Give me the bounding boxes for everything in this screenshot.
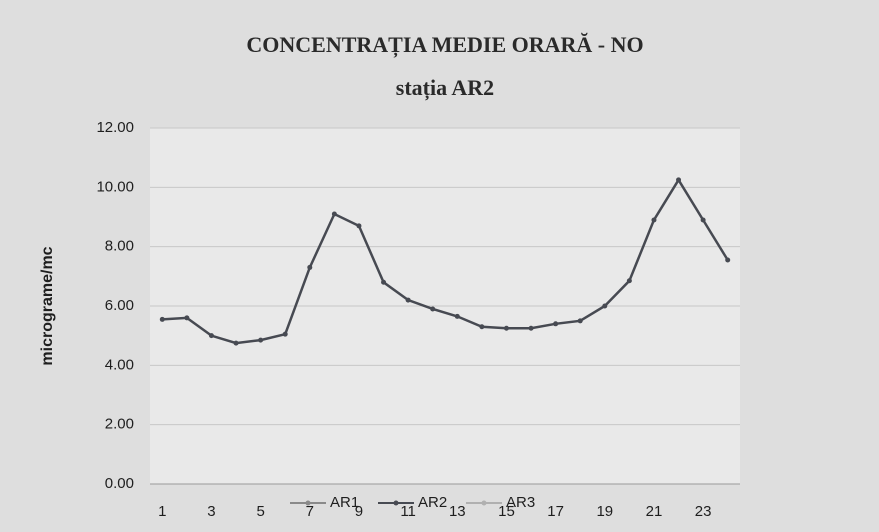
point xyxy=(553,321,559,327)
point xyxy=(626,278,632,284)
point xyxy=(307,264,313,270)
x-tick-label: 21 xyxy=(646,503,663,520)
y-tick-label: 0.00 xyxy=(105,475,134,492)
point xyxy=(602,303,608,309)
x-tick-label: 3 xyxy=(207,503,215,520)
point xyxy=(503,325,509,331)
point xyxy=(700,217,706,223)
series-line xyxy=(162,177,729,345)
point xyxy=(233,340,239,346)
point xyxy=(208,333,214,339)
x-tick-label: 11 xyxy=(400,503,416,520)
legend-marker xyxy=(305,500,311,506)
x-tick-label: 15 xyxy=(498,503,515,520)
point xyxy=(331,211,337,217)
y-tick-label: 2.00 xyxy=(105,416,134,433)
point xyxy=(405,297,411,303)
y-tick-label: 4.00 xyxy=(105,356,134,373)
point xyxy=(381,279,387,285)
x-tick-label: 1 xyxy=(158,503,166,520)
point xyxy=(725,257,731,263)
point xyxy=(676,177,682,183)
legend-label: AR2 xyxy=(418,494,447,511)
x-tick-label: 19 xyxy=(596,503,613,520)
legend-label: AR3 xyxy=(506,494,535,511)
y-tick-label: 6.00 xyxy=(105,297,134,314)
point xyxy=(430,306,436,312)
y-tick-label: 8.00 xyxy=(105,238,134,255)
x-tick-label: 17 xyxy=(547,503,564,520)
x-tick-label: 23 xyxy=(695,503,712,520)
y-tick-label: 12.00 xyxy=(96,119,134,136)
x-tick-label: 13 xyxy=(449,503,466,520)
legend-marker xyxy=(393,500,399,506)
point xyxy=(159,316,165,322)
legend-label: AR1 xyxy=(330,494,359,511)
point xyxy=(454,313,460,319)
x-tick-label: 7 xyxy=(306,503,314,520)
point xyxy=(479,324,485,330)
chart-subtitle: stația AR2 xyxy=(396,75,494,101)
y-tick-label: 10.00 xyxy=(96,178,134,195)
point xyxy=(184,315,190,321)
point xyxy=(282,331,288,337)
y-axis-label: micrograme/mc xyxy=(39,246,56,365)
legend-marker xyxy=(481,500,487,506)
chart-title: CONCENTRAȚIA MEDIE ORARĂ - NO xyxy=(246,32,643,58)
point xyxy=(528,325,534,331)
x-tick-label: 9 xyxy=(355,503,363,520)
point xyxy=(651,217,657,223)
point xyxy=(356,223,362,229)
x-tick-label: 5 xyxy=(256,503,264,520)
point xyxy=(577,318,583,324)
point xyxy=(258,337,264,343)
